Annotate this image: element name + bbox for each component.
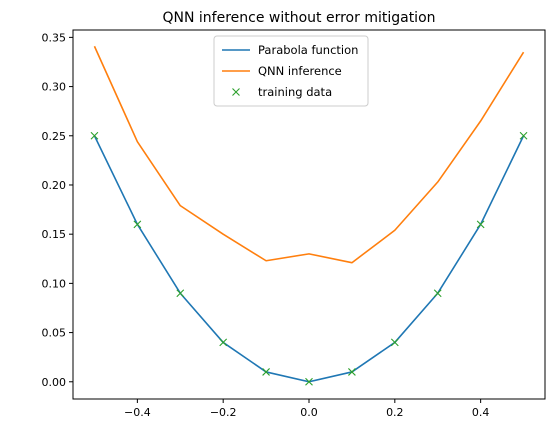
series-qnn-inference (93, 45, 525, 264)
legend-swatch (232, 88, 240, 96)
data-point-marker (90, 131, 99, 140)
data-point-marker (390, 338, 399, 347)
legend-item: QNN inference (222, 64, 342, 78)
legend-label: QNN inference (258, 64, 342, 78)
data-point-marker (219, 338, 228, 347)
data-point-marker (476, 220, 485, 229)
y-tick-label: 0.10 (42, 277, 67, 290)
plot-area (90, 45, 528, 386)
x-tick-label: −0.4 (124, 406, 151, 419)
legend-box (213, 35, 369, 107)
chart-title: QNN inference without error mitigation (162, 10, 435, 26)
x-tick-label: 0.2 (386, 406, 404, 419)
y-tick-label: 0.35 (42, 31, 67, 44)
legend-item: Parabola function (222, 43, 358, 57)
y-tick-label: 0.20 (42, 179, 67, 192)
data-point-marker (133, 220, 142, 229)
x-tick-label: 0.0 (300, 406, 318, 419)
series-line-qnn-inference (93, 45, 525, 264)
y-axis: 0.00 0.05 0.10 0.15 0.20 0.25 0.30 0.35 (42, 31, 73, 389)
legend-label: training data (258, 85, 332, 99)
y-tick-label: 0.05 (42, 327, 67, 340)
y-tick-label: 0.30 (42, 81, 67, 94)
y-tick-label: 0.00 (42, 376, 67, 389)
series-training-data (90, 131, 528, 386)
data-point-marker (348, 368, 356, 376)
data-point-marker (519, 131, 528, 140)
y-tick-label: 0.25 (42, 130, 67, 143)
data-point-marker (176, 289, 185, 298)
data-point-marker (262, 368, 270, 376)
legend: Parabola function QNN inference training d… (213, 35, 369, 107)
data-point-marker (433, 289, 442, 298)
x-tick-label: −0.2 (210, 406, 237, 419)
legend-item: training data (232, 85, 332, 99)
x-axis: −0.4 −0.2 0.0 0.2 0.4 (124, 399, 489, 419)
legend-label: Parabola function (258, 43, 358, 57)
data-point-marker (305, 377, 313, 386)
y-tick-label: 0.15 (42, 228, 67, 241)
x-tick-label: 0.4 (472, 406, 490, 419)
